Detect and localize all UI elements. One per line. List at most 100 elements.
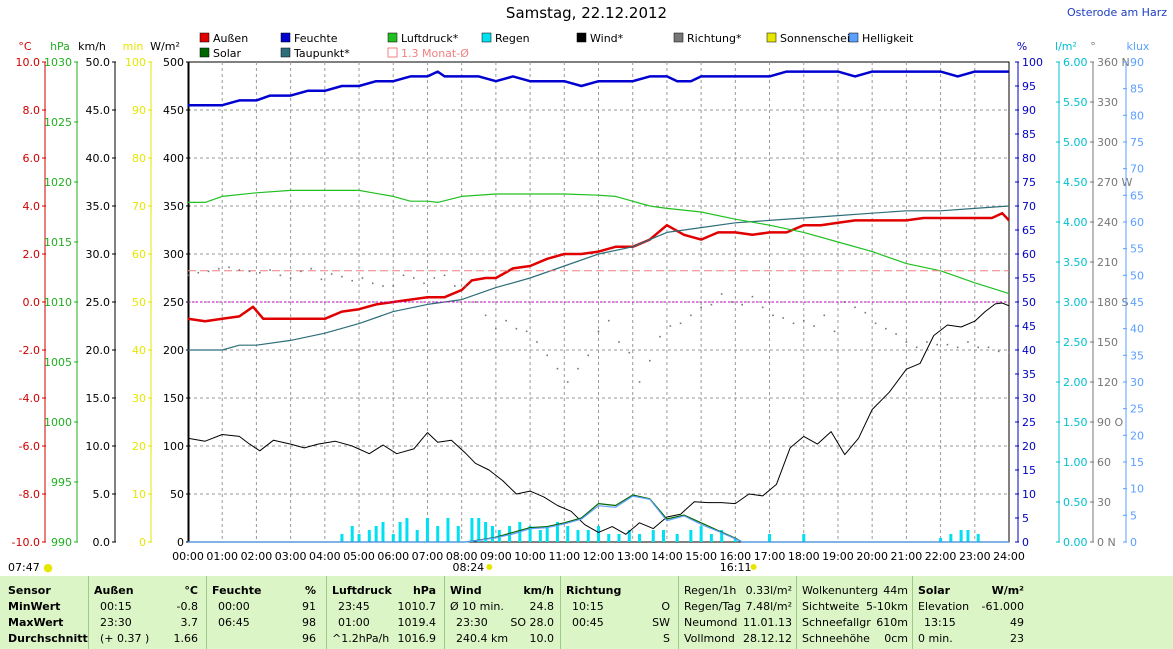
summary-divider bbox=[444, 576, 445, 649]
x-axis: 00:00 01:00 02:00 03:00 04:00 05:00 06:00 07:00… bbox=[172, 550, 1025, 563]
aussen-header: Außen bbox=[94, 584, 134, 597]
vollmond-label: Vollmond bbox=[684, 632, 735, 645]
legend-label: Sonnenschein bbox=[780, 32, 857, 45]
direction-point bbox=[361, 277, 364, 279]
aussen-min-value: -0.8 bbox=[176, 600, 198, 613]
axis-tick-label: 5 bbox=[1022, 512, 1029, 525]
direction-point bbox=[607, 319, 610, 322]
direction-point bbox=[341, 275, 343, 278]
axis-tick-label: 85 bbox=[1130, 83, 1144, 96]
direction-point bbox=[505, 319, 507, 322]
direction-point bbox=[320, 278, 323, 281]
legend-swatch bbox=[766, 32, 777, 43]
direction-point bbox=[731, 301, 733, 303]
direction-point bbox=[987, 346, 990, 349]
legend-label: Außen bbox=[213, 32, 248, 45]
direction-point bbox=[885, 327, 887, 330]
axis-unit-label: l/m² bbox=[1055, 40, 1077, 53]
direction-point bbox=[669, 325, 672, 327]
axis-tick-label: 300 bbox=[163, 248, 184, 261]
axis-tick-label: 0.0 bbox=[93, 536, 111, 549]
axis-tick-label: 40 bbox=[132, 344, 146, 357]
axis-tick-label: 55 bbox=[1022, 272, 1036, 285]
direction-point bbox=[474, 301, 477, 303]
axis-tick-label: -2.0 bbox=[19, 344, 40, 357]
rain-bar bbox=[607, 534, 611, 542]
x-tick-label: 10:00 bbox=[514, 550, 546, 563]
direction-point bbox=[495, 327, 497, 330]
x-tick-label: 15:00 bbox=[685, 550, 717, 563]
axis-tick-label: 35.0 bbox=[86, 200, 111, 213]
legend-swatch bbox=[576, 32, 587, 43]
direction-point bbox=[402, 274, 405, 277]
luftdruck-max-value: 1019.4 bbox=[397, 616, 437, 629]
summary-feuchte-col: Feuchte % 00:00 91 06:45 98 96 bbox=[210, 576, 324, 649]
direction-point bbox=[618, 341, 620, 343]
direction-point bbox=[515, 327, 518, 330]
legend-label: Wind* bbox=[590, 32, 624, 45]
rain-bar bbox=[720, 530, 724, 542]
rain-bar bbox=[477, 518, 481, 542]
rain-bar bbox=[490, 526, 494, 542]
axis-unit-label: klux bbox=[1127, 40, 1150, 53]
axis-tick-label: 100 bbox=[125, 56, 146, 69]
feuchte-avg-value: 96 bbox=[302, 632, 316, 645]
legend-label: 1.3 Monat-Ø bbox=[401, 47, 469, 60]
axis-tick-label: 2.50 bbox=[1063, 336, 1088, 349]
direction-point bbox=[351, 279, 353, 282]
direction-point bbox=[577, 367, 579, 370]
axis-tick-label: 120 bbox=[1097, 376, 1118, 389]
vollmond-value: 28.12.12 bbox=[743, 632, 792, 645]
axis-unit-label: % bbox=[1017, 40, 1027, 53]
direction-point bbox=[371, 282, 374, 285]
aussen-min-time: 00:15 bbox=[100, 600, 132, 613]
axis-tick-label: 80 bbox=[1022, 152, 1036, 165]
axis-tick-label: 3.00 bbox=[1063, 296, 1088, 309]
schneefallgr-value: 610m bbox=[876, 616, 908, 629]
direction-point bbox=[238, 269, 241, 271]
rain-bar bbox=[391, 534, 395, 542]
axis-unit-label: ° bbox=[1090, 40, 1096, 53]
aussen-unit: °C bbox=[184, 584, 198, 597]
direction-point bbox=[977, 346, 980, 349]
rain-bar bbox=[802, 534, 806, 542]
weather-chart: Außen Solar Feuchte Taupunkt* Luftdruck* 1.3 … bbox=[12, 32, 1150, 574]
sun-icon bbox=[750, 564, 757, 570]
axis-tick-label: 400 bbox=[163, 152, 184, 165]
rain-bar bbox=[425, 518, 429, 542]
luftdruck-min-value: 1010.7 bbox=[397, 600, 437, 613]
axis-tick-label: 8.0 bbox=[23, 104, 41, 117]
legend-swatch bbox=[280, 47, 291, 58]
wind-max-time: 23:30 bbox=[456, 616, 488, 629]
legend-label: Feuchte bbox=[294, 32, 338, 45]
rain-bar bbox=[508, 526, 512, 542]
axis-tick-label: 990 bbox=[51, 536, 72, 549]
luftdruck-min-time: 23:45 bbox=[338, 600, 370, 613]
direction-point bbox=[854, 306, 856, 309]
direction-point bbox=[392, 285, 395, 287]
direction-point bbox=[690, 314, 692, 317]
solar-unit: W/m² bbox=[991, 584, 1024, 597]
direction-point bbox=[484, 314, 487, 317]
solar-max-value: 49 bbox=[1010, 616, 1024, 629]
axis-tick-label: 210 bbox=[1097, 256, 1118, 269]
elevation-label: Elevation bbox=[918, 600, 970, 613]
rain-bar bbox=[976, 534, 980, 542]
summary-divider bbox=[912, 576, 913, 649]
feuchte-max-value: 98 bbox=[302, 616, 316, 629]
axis-tick-label: 180 S bbox=[1097, 296, 1128, 309]
axis-unit-label: hPa bbox=[50, 40, 70, 53]
feuchte-max-time: 06:45 bbox=[218, 616, 250, 629]
direction-point bbox=[720, 293, 723, 295]
axis-tick-label: 4.50 bbox=[1063, 176, 1088, 189]
axis-tick-label: 240 bbox=[1097, 216, 1118, 229]
axis-tick-label: 45 bbox=[1130, 296, 1144, 309]
x-tick-label: 01:00 bbox=[206, 550, 238, 563]
rain-bar bbox=[374, 526, 378, 542]
direction-point bbox=[751, 295, 754, 298]
aussen-max-time: 23:30 bbox=[100, 616, 132, 629]
rain-bar bbox=[367, 530, 371, 542]
x-tick-label: 11:00 bbox=[548, 550, 580, 563]
series-line bbox=[187, 302, 1010, 535]
direction-point bbox=[864, 311, 867, 314]
